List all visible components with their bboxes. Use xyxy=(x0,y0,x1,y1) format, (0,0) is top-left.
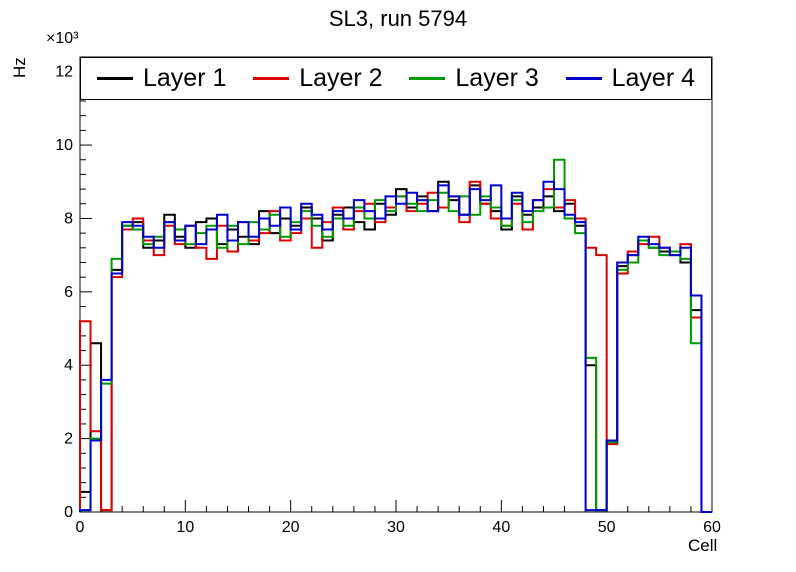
legend-entry-layer-2: Layer 2 xyxy=(253,64,383,92)
y-tick-label: 8 xyxy=(64,210,73,227)
legend-label-layer-3: Layer 3 xyxy=(455,64,539,92)
y-axis-label: Hz xyxy=(10,57,29,78)
chart-title: SL3, run 5794 xyxy=(328,6,468,31)
x-tick-label: 0 xyxy=(76,519,85,536)
legend-entry-layer-4: Layer 4 xyxy=(565,64,695,92)
x-tick-label: 10 xyxy=(176,519,194,536)
legend-label-layer-2: Layer 2 xyxy=(299,64,383,92)
legend-line-sample-layer-1 xyxy=(97,77,133,80)
x-tick-label: 20 xyxy=(282,519,300,536)
x-tick-label: 30 xyxy=(387,519,405,536)
x-tick-label: 40 xyxy=(492,519,510,536)
legend-entry-layer-3: Layer 3 xyxy=(409,64,539,92)
legend-line-sample-layer-4 xyxy=(565,77,602,80)
y-tick-label: 0 xyxy=(64,504,73,521)
hist-layer-4 xyxy=(79,180,712,513)
legend-line-sample-layer-3 xyxy=(409,77,446,80)
legend: Layer 1 Layer 2 Layer 3 Layer 4 xyxy=(80,57,712,100)
y-tick-label: 2 xyxy=(64,431,73,448)
x-tick-label: 50 xyxy=(598,519,616,536)
legend-label-layer-4: Layer 4 xyxy=(611,64,695,92)
x-axis-label: Cell xyxy=(688,536,718,555)
x-axis: 0 10 20 30 40 50 60 xyxy=(76,500,721,536)
y-tick-label: 4 xyxy=(64,357,73,374)
y-axis: 0 2 4 6 8 10 12 xyxy=(55,56,92,521)
legend-line-sample-layer-2 xyxy=(253,77,290,80)
y-tick-label: 10 xyxy=(55,137,73,154)
x-tick-label: 60 xyxy=(703,519,721,536)
y-axis-exponent: ×10³ xyxy=(46,30,79,47)
legend-label-layer-1: Layer 1 xyxy=(143,64,227,92)
legend-entry-layer-1: Layer 1 xyxy=(97,66,226,91)
y-tick-label: 6 xyxy=(64,284,73,301)
y-tick-label: 12 xyxy=(55,64,73,81)
